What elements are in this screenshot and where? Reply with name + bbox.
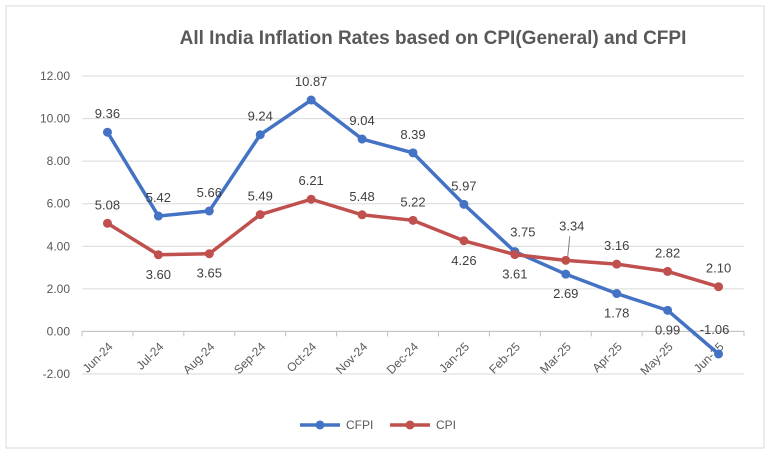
data-point-cpi[interactable] bbox=[510, 250, 520, 260]
data-point-cpi[interactable] bbox=[459, 236, 469, 246]
data-label-cfpi: -1.06 bbox=[700, 322, 730, 337]
data-label-cfpi: 1.78 bbox=[604, 306, 629, 321]
data-point-cpi[interactable] bbox=[663, 266, 673, 276]
data-label-cpi: 5.48 bbox=[349, 189, 374, 204]
data-point-cpi[interactable] bbox=[714, 282, 724, 292]
y-tick-label: -2.00 bbox=[43, 367, 71, 381]
data-point-cfpi[interactable] bbox=[306, 95, 316, 105]
data-point-cpi[interactable] bbox=[612, 259, 622, 269]
data-label-cpi: 3.34 bbox=[559, 218, 584, 233]
series-lines bbox=[102, 95, 724, 359]
data-point-cfpi[interactable] bbox=[714, 349, 724, 359]
data-point-cfpi[interactable] bbox=[255, 130, 265, 140]
data-label-cpi: 3.16 bbox=[604, 238, 629, 253]
data-label-cpi: 3.61 bbox=[502, 267, 527, 282]
y-tick-label: 8.00 bbox=[47, 154, 71, 168]
data-point-cfpi[interactable] bbox=[408, 148, 418, 158]
chart-border bbox=[5, 5, 765, 449]
data-point-cfpi[interactable] bbox=[561, 269, 571, 279]
data-label-cpi: 2.10 bbox=[706, 261, 731, 276]
data-point-cpi[interactable] bbox=[255, 210, 265, 220]
data-point-cfpi[interactable] bbox=[102, 127, 112, 137]
data-label-cpi: 6.21 bbox=[298, 173, 323, 188]
data-label-cpi: 5.08 bbox=[95, 197, 120, 212]
data-point-cpi[interactable] bbox=[204, 249, 214, 259]
data-label-cpi: 5.49 bbox=[248, 189, 273, 204]
y-axis: 12.00 10.00 8.00 6.00 4.00 2.00 0.00 -2.00 bbox=[40, 69, 70, 381]
y-tick-label: 2.00 bbox=[47, 282, 71, 296]
data-label-cfpi: 5.97 bbox=[451, 178, 476, 193]
data-point-cfpi[interactable] bbox=[204, 206, 214, 216]
data-label-cpi: 3.60 bbox=[146, 267, 171, 282]
y-tick-label: 4.00 bbox=[47, 239, 71, 253]
data-point-cfpi[interactable] bbox=[612, 289, 622, 299]
data-label-cfpi: 10.87 bbox=[295, 74, 328, 89]
legend-marker-cpi bbox=[405, 420, 415, 430]
data-point-cpi[interactable] bbox=[153, 250, 163, 260]
data-label-cfpi: 9.24 bbox=[248, 109, 273, 124]
data-label-cpi: 2.82 bbox=[655, 245, 680, 260]
legend-label-cpi[interactable]: CPI bbox=[436, 418, 456, 432]
data-label-cpi: 5.22 bbox=[400, 194, 425, 209]
data-label-cpi: 3.65 bbox=[197, 266, 222, 281]
data-point-cpi[interactable] bbox=[357, 210, 367, 220]
data-point-cfpi[interactable] bbox=[357, 134, 367, 144]
data-label-cfpi: 9.04 bbox=[349, 113, 374, 128]
data-labels: 9.36 5.42 5.66 9.24 10.87 9.04 8.39 5.97 3.75 2.6… bbox=[95, 74, 731, 337]
legend-marker-cfpi bbox=[315, 420, 325, 430]
data-label-cfpi: 2.69 bbox=[553, 286, 578, 301]
legend[interactable]: CFPI CPI bbox=[300, 418, 456, 432]
data-point-cpi[interactable] bbox=[306, 194, 316, 204]
data-label-cfpi: 9.36 bbox=[95, 106, 120, 121]
data-point-cpi[interactable] bbox=[102, 218, 112, 228]
data-point-cfpi[interactable] bbox=[153, 211, 163, 221]
y-tick-label: 10.00 bbox=[40, 112, 70, 126]
data-label-cfpi: 0.99 bbox=[655, 322, 680, 337]
chart-title: All India Inflation Rates based on CPI(G… bbox=[180, 28, 687, 49]
y-tick-label: 12.00 bbox=[40, 69, 70, 83]
legend-label-cfpi[interactable]: CFPI bbox=[346, 418, 373, 432]
data-point-cfpi[interactable] bbox=[459, 199, 469, 209]
data-label-cfpi: 3.75 bbox=[510, 225, 535, 240]
data-label-cfpi: 5.42 bbox=[146, 190, 171, 205]
data-point-cpi[interactable] bbox=[408, 215, 418, 225]
data-label-cpi: 4.26 bbox=[451, 253, 476, 268]
y-tick-label: 6.00 bbox=[47, 197, 71, 211]
label-leader-line bbox=[567, 236, 571, 257]
data-label-cfpi: 5.66 bbox=[197, 185, 222, 200]
data-point-cpi[interactable] bbox=[561, 255, 571, 265]
data-label-cfpi: 8.39 bbox=[400, 127, 425, 142]
y-tick-label: 0.00 bbox=[47, 324, 71, 338]
data-point-cfpi[interactable] bbox=[663, 305, 673, 315]
